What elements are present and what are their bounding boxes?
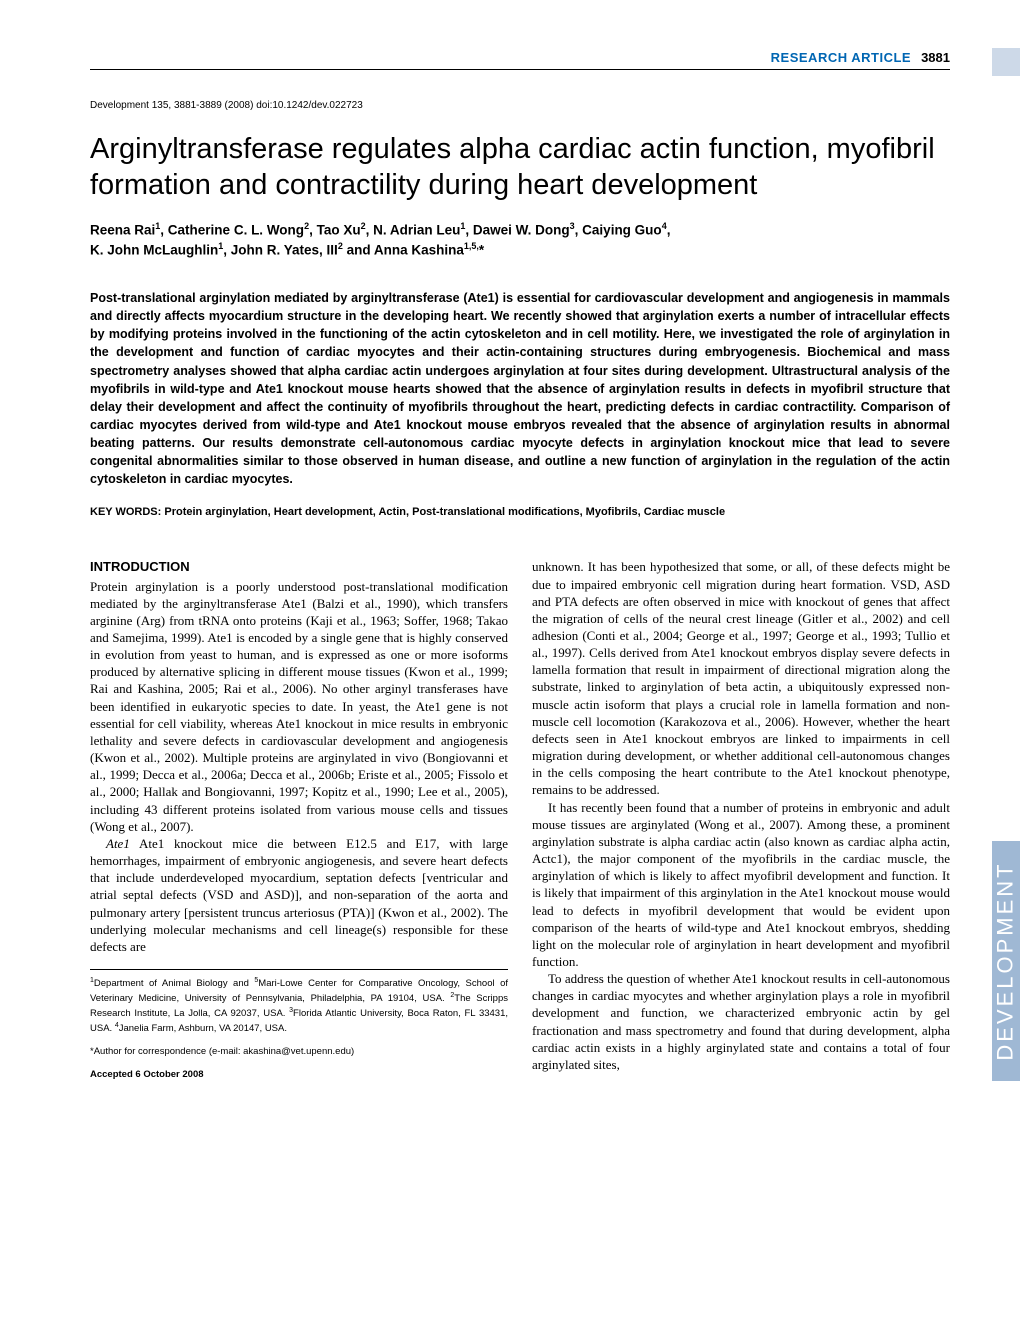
author-name: , John R. Yates, III xyxy=(223,243,338,258)
accepted-date: Accepted 6 October 2008 xyxy=(90,1069,508,1082)
left-column: INTRODUCTION Protein arginylation is a p… xyxy=(90,558,508,1081)
correspondence-line: *Author for correspondence (e-mail: akas… xyxy=(90,1046,508,1059)
body-paragraph: Ate1 Ate1 knockout mice die between E12.… xyxy=(90,835,508,955)
header-row: RESEARCH ARTICLE 3881 xyxy=(90,50,950,65)
header-rule xyxy=(90,69,950,70)
author-name: K. John McLaughlin xyxy=(90,243,218,258)
affiliation-text: Janelia Farm, Ashburn, VA 20147, USA. xyxy=(119,1023,287,1034)
right-column: unknown. It has been hypothesized that s… xyxy=(532,558,950,1081)
body-columns: INTRODUCTION Protein arginylation is a p… xyxy=(90,558,950,1081)
author-name: Reena Rai xyxy=(90,222,155,237)
author-name: and Anna Kashina xyxy=(343,243,464,258)
author-name: , Dawei W. Dong xyxy=(465,222,569,237)
author-name: , Catherine C. L. Wong xyxy=(160,222,304,237)
authors-list: Reena Rai1, Catherine C. L. Wong2, Tao X… xyxy=(90,220,950,262)
journal-name-vertical: DEVELOPMENT xyxy=(993,862,1019,1061)
author-sep: , xyxy=(667,222,671,237)
body-paragraph: It has recently been found that a number… xyxy=(532,799,950,971)
doi-citation: Development 135, 3881-3889 (2008) doi:10… xyxy=(90,100,950,111)
abstract-text: Post-translational arginylation mediated… xyxy=(90,289,950,488)
author-affil-sup: 1,5, xyxy=(464,241,479,251)
page-number: 3881 xyxy=(921,50,950,65)
intro-heading: INTRODUCTION xyxy=(90,558,508,575)
footnote-rule xyxy=(90,969,508,970)
author-name: , Caiying Guo xyxy=(575,222,662,237)
body-paragraph: unknown. It has been hypothesized that s… xyxy=(532,558,950,798)
article-title: Arginyltransferase regulates alpha cardi… xyxy=(90,131,950,204)
keywords-line: KEY WORDS: Protein arginylation, Heart d… xyxy=(90,506,950,518)
author-name: , Tao Xu xyxy=(309,222,361,237)
body-text: Ate1 knockout mice die between E12.5 and… xyxy=(90,836,508,954)
corresponding-star: * xyxy=(479,243,484,258)
affiliations-block: 1Department of Animal Biology and 5Mari-… xyxy=(90,976,508,1082)
journal-side-tab: DEVELOPMENT xyxy=(992,841,1020,1081)
article-type-label: RESEARCH ARTICLE xyxy=(771,50,911,65)
page-content: RESEARCH ARTICLE 3881 Development 135, 3… xyxy=(0,0,1020,1121)
author-name: , N. Adrian Leu xyxy=(366,222,461,237)
affiliation-text: Department of Animal Biology and xyxy=(94,978,254,989)
body-paragraph: To address the question of whether Ate1 … xyxy=(532,970,950,1073)
body-paragraph: Protein arginylation is a poorly underst… xyxy=(90,578,508,835)
